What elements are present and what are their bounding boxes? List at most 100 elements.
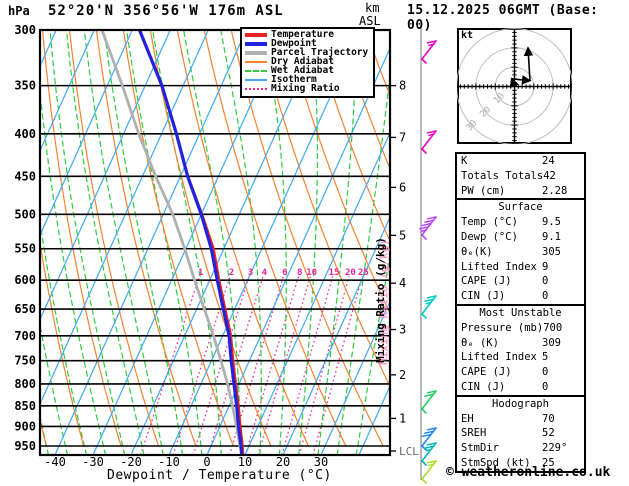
table-row: K 24 <box>457 154 584 169</box>
dry-adiabat-line <box>122 30 234 447</box>
temp-tick-label: 0 <box>203 455 210 469</box>
pressure-tick-label: 600 <box>14 273 36 287</box>
table-row-label: Totals Totals <box>461 169 544 182</box>
dry-adiabat-line <box>41 30 122 447</box>
pressure-tick-label: 500 <box>14 207 36 221</box>
mixing-ratio-axis-ghost: Mixing Ratio (g/kg) <box>378 239 391 365</box>
wet-adiabat-line <box>152 30 222 455</box>
table-section: Surface Temp (°C) 9.5 Dewp (°C) 9.1 θₑ(K) 305 L… <box>457 198 584 304</box>
km-tick-label: 1 <box>399 411 406 425</box>
dry-adiabat-line <box>203 30 347 447</box>
pressure-tick-label: 400 <box>14 127 36 141</box>
barb-half-feather <box>425 448 432 452</box>
legend-swatch <box>245 41 267 46</box>
mixing-ratio-line <box>207 276 264 455</box>
pressure-tick-label: 350 <box>14 79 36 93</box>
table-row-value: 0 <box>542 275 549 288</box>
pressure-tick-label: 950 <box>14 439 36 453</box>
table-row-label: Pressure (mb) <box>461 321 544 334</box>
table-section-title: Most Unstable <box>479 306 562 319</box>
table-row: SREH 52 <box>457 426 584 441</box>
copyright-footer: © weatheronline.co.uk <box>446 465 611 480</box>
dewpoint-curve <box>137 30 244 455</box>
km-tick-label: 6 <box>399 180 406 194</box>
wet-adiabat-line <box>40 217 88 455</box>
wind-barb <box>421 460 437 484</box>
datetime-label: 15.12.2025 06GMT (Base: 00) <box>407 3 599 33</box>
barb-half-feather <box>425 301 432 305</box>
table-row: θₑ(K) 305 <box>457 245 584 260</box>
barb-feather <box>426 130 437 134</box>
temp-tick-label: -10 <box>158 455 180 469</box>
barb-feather <box>426 427 437 431</box>
dry-adiabat-line <box>338 30 390 171</box>
table-row-label: PW (cm) <box>461 184 506 197</box>
wet-adiabat-line <box>103 30 184 455</box>
barb-staff <box>421 40 437 60</box>
chart-legend: Temperature Dewpoint Parcel Trajectory Dry … <box>240 27 375 98</box>
wet-adiabat-line <box>336 71 390 455</box>
barb-feather <box>419 226 430 230</box>
barb-feather <box>424 393 435 397</box>
x-axis-title: Dewpoint / Temperature (°C) <box>107 468 332 483</box>
mixing-ratio-line <box>244 276 300 455</box>
pressure-tick-label: 300 <box>14 23 36 37</box>
table-row-value: 24 <box>542 155 555 167</box>
wet-adiabat-line <box>263 30 287 455</box>
table-row-label: EH <box>461 412 474 425</box>
legend-swatch <box>245 78 267 81</box>
dry-adiabat-line <box>284 30 390 316</box>
background-lines <box>40 30 390 455</box>
barb-feather <box>424 219 435 223</box>
table-row-value: 2.28 <box>542 184 568 197</box>
dry-adiabat-line <box>149 30 272 447</box>
table-row-value: 229° <box>542 442 568 455</box>
temp-tick-label: -40 <box>44 455 66 469</box>
barb-feather <box>426 216 437 220</box>
table-row-value: 309 <box>542 336 561 349</box>
table-row-label: K <box>461 155 468 167</box>
table-row-label: Temp (°C) <box>461 216 518 229</box>
table-row-value: 5 <box>542 351 549 364</box>
table-row-label: StmSpd (kt) <box>461 456 531 469</box>
legend-item: Mixing Ratio <box>245 84 373 93</box>
table-row-value: 0 <box>542 366 549 379</box>
table-row-value: 70 <box>542 412 555 425</box>
wet-adiabat-line <box>298 30 318 455</box>
barb-hook <box>421 313 427 319</box>
table-section-title: Surface <box>498 201 543 214</box>
table-row-value: 9 <box>542 260 549 273</box>
pressure-tick-label: 450 <box>14 169 36 183</box>
km-axis-label: km <box>365 1 380 15</box>
table-row-label: SREH <box>461 427 487 440</box>
sounding-curves <box>100 30 245 455</box>
wet-adiabat-line <box>83 30 164 455</box>
legend-label: Dry Adiabat <box>271 56 334 67</box>
barb-staff <box>421 295 437 315</box>
pressure-tick-label: 850 <box>14 399 36 413</box>
pressure-tick-label: 900 <box>14 419 36 433</box>
legend-swatch <box>245 69 267 72</box>
barb-staff <box>421 216 437 236</box>
barb-half-feather <box>428 133 435 137</box>
mixing-ratio-value-label: 6 <box>282 268 287 278</box>
mixing-ratio-axis-label: Mixing Ratio (g/kg) <box>374 237 387 363</box>
barb-hook <box>421 478 427 484</box>
legend-item: Dry Adiabat <box>245 57 373 66</box>
table-section: Hodograph EH 70 SREH 52 StmDir 229° StmSpd (kt)… <box>457 394 584 471</box>
barb-feather <box>421 222 432 227</box>
table-row-label: Lifted Index <box>461 260 537 273</box>
barb-feather <box>424 445 435 449</box>
km-tick-label: 8 <box>399 79 406 93</box>
table-row-value: 0 <box>542 290 549 303</box>
barb-hook <box>421 148 427 154</box>
table-row-label: CAPE (J) <box>461 275 512 288</box>
wet-adiabat-line <box>40 322 69 455</box>
table-row-value: 0 <box>542 380 549 393</box>
isotherm-line <box>40 30 95 153</box>
wet-adiabat-line <box>220 30 262 455</box>
barb-feather <box>424 430 435 434</box>
table-row: Lifted Index 5 <box>457 350 584 365</box>
pressure-tick-label: 800 <box>14 377 36 391</box>
pressure-tick-label: 650 <box>14 302 36 316</box>
